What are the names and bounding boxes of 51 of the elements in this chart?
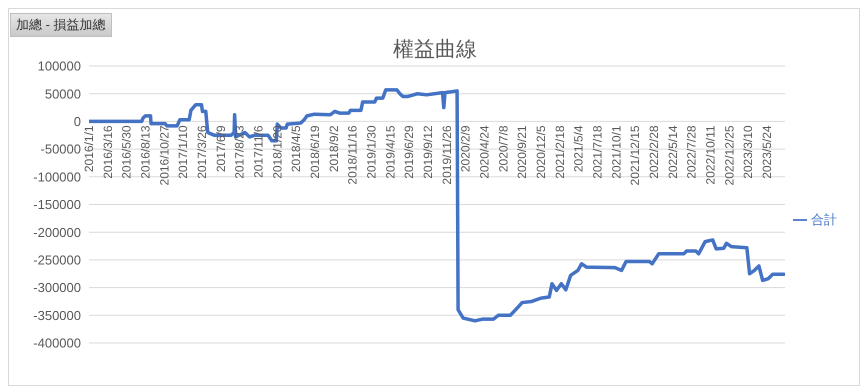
- x-tick-label: 2019/9/12: [420, 125, 435, 179]
- x-tick-label: 2020/9/21: [515, 125, 530, 179]
- x-tick-label: 2023/3/10: [741, 125, 756, 179]
- x-tick-label: 2021/5/4: [572, 125, 586, 172]
- x-tick-label: 2023/5/24: [760, 125, 774, 179]
- x-tick-label: 2019/6/29: [402, 125, 416, 179]
- y-tick-label: -250000: [33, 252, 81, 268]
- x-tick-label: 2019/1/30: [364, 125, 378, 179]
- x-tick-label: 2022/2/28: [646, 125, 661, 179]
- y-tick-label: -300000: [33, 280, 81, 296]
- y-tick-label: 100000: [38, 58, 81, 74]
- y-tick-label: -200000: [33, 224, 81, 240]
- x-tick-label: 2021/7/18: [590, 125, 604, 179]
- y-tick-label: 0: [74, 114, 81, 130]
- chart-title: 權益曲線: [393, 38, 477, 61]
- x-tick-label: 2018/1/20: [270, 125, 284, 179]
- x-tick-label: 2019/4/15: [383, 125, 398, 179]
- y-tick-label: -350000: [33, 308, 81, 323]
- x-tick-label: 2017/6/9: [214, 125, 228, 172]
- x-tick-label: 2016/5/30: [120, 125, 134, 179]
- x-tick-label: 2022/10/11: [703, 125, 718, 185]
- x-tick-label: 2020/2/9: [458, 125, 473, 172]
- y-tick-label: -400000: [33, 336, 81, 351]
- x-tick-label: 2018/4/5: [289, 125, 304, 172]
- x-tick-label: 2016/8/13: [138, 125, 152, 179]
- x-tick-label: 2020/12/5: [534, 125, 548, 179]
- x-tick-label: 2016/3/16: [100, 125, 115, 179]
- x-tick-label: 2022/5/14: [666, 125, 680, 179]
- y-tick-label: 50000: [44, 86, 81, 102]
- field-button: 加總 - 損益加總: [10, 13, 112, 37]
- x-tick-label: 2020/4/24: [477, 125, 492, 179]
- x-tick-label: 2018/9/2: [326, 125, 341, 172]
- x-tick-label: 2021/2/18: [552, 125, 567, 179]
- x-tick-label: 2017/11/6: [251, 125, 266, 178]
- x-tick-label: 2016/10/27: [157, 125, 172, 186]
- x-tick-label: 2018/11/16: [346, 125, 360, 185]
- y-tick-label: -150000: [33, 197, 81, 212]
- x-tick-label: 2019/11/26: [440, 125, 454, 185]
- x-tick-label: 2021/10/1: [609, 125, 624, 179]
- x-tick-label: 2022/7/28: [684, 125, 699, 179]
- x-tick-label: 2020/7/8: [496, 125, 510, 172]
- x-tick-label: 2021/12/15: [628, 125, 642, 186]
- x-tick-label: 2017/1/10: [176, 125, 190, 179]
- x-tick-label: 2022/12/25: [722, 125, 736, 186]
- legend-label: 合計: [811, 212, 837, 226]
- y-tick-label: -100000: [33, 169, 81, 184]
- y-tick-label: -50000: [40, 142, 81, 157]
- x-tick-label: 2016/1/1: [82, 125, 96, 172]
- x-tick-label: 2018/6/19: [308, 125, 322, 179]
- x-tick-label: 2017/3/26: [194, 125, 209, 179]
- x-tick-label: 2017/8/23: [232, 125, 247, 179]
